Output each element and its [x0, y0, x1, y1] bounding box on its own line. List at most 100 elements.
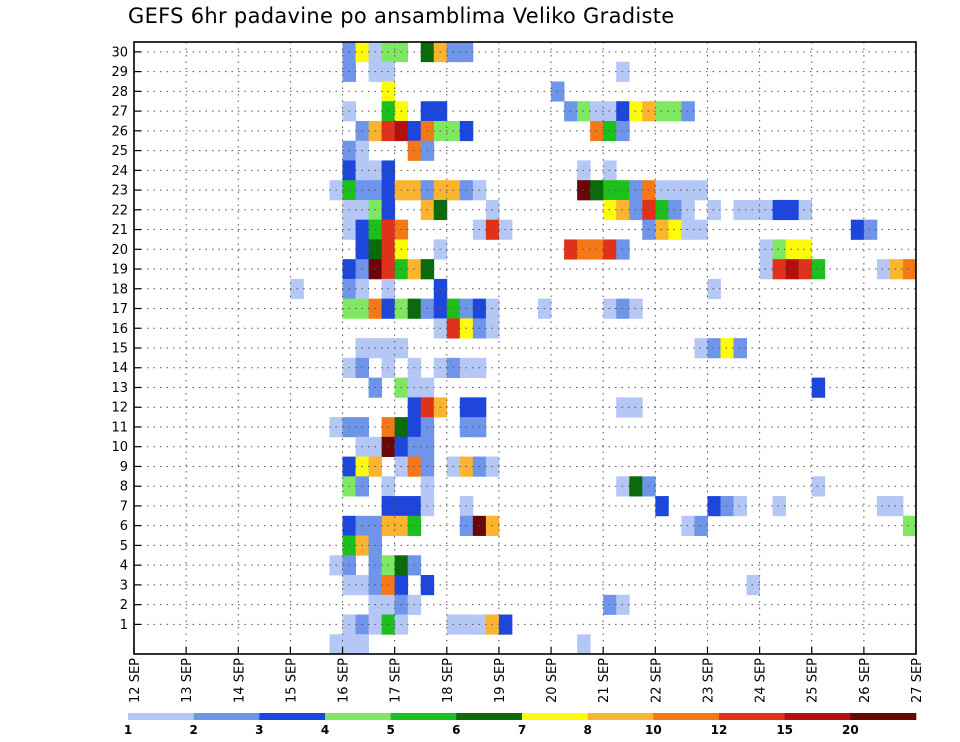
x-axis: 12 SEP 13 SEP 14 SEP 15 SEP 16 SEP 17 SEP 18 S… [128, 647, 925, 703]
x-tick-label: 25 SEP [806, 658, 821, 703]
y-tick-label: 22 [111, 203, 128, 218]
chart-title: GEFS 6hr padavine po ansamblima Veliko G… [128, 4, 675, 28]
y-tick-label: 18 [111, 282, 128, 297]
heatmap-cell [681, 219, 695, 240]
legend-label: 4 [321, 723, 329, 737]
heatmap-cell [772, 199, 787, 221]
legend-swatch [325, 713, 391, 720]
y-tick-label: 12 [111, 401, 128, 416]
legend-swatch [784, 713, 851, 720]
heatmap-cell [772, 496, 787, 517]
x-tick-label: 19 SEP [493, 658, 508, 703]
legend-label: 8 [583, 723, 591, 737]
heatmap-cell [668, 219, 682, 240]
heatmap-cell [785, 259, 800, 280]
heatmap-cell [642, 101, 656, 122]
heatmap-cell [798, 199, 813, 221]
y-tick-label: 17 [111, 302, 128, 317]
legend-label: 10 [645, 723, 662, 737]
heatmap-cell [694, 515, 708, 536]
y-tick-label: 13 [111, 381, 128, 396]
x-tick-label: 13 SEP [180, 658, 195, 703]
heatmap-cell [889, 496, 904, 517]
legend-swatch [719, 713, 785, 720]
y-tick-label: 30 [111, 45, 128, 60]
heatmap-cell [681, 101, 695, 122]
legend-label: 1 [124, 723, 132, 737]
x-tick-label: 23 SEP [701, 658, 716, 703]
y-tick-label: 24 [111, 164, 128, 179]
heatmap-cell [329, 634, 343, 655]
heatmap-cell [720, 496, 734, 517]
heatmap-cell [655, 199, 669, 221]
y-tick-label: 3 [120, 578, 128, 593]
y-tick-label: 26 [111, 124, 128, 139]
heatmap-cell [342, 634, 356, 655]
y-tick-label: 16 [111, 322, 128, 337]
legend-label: 5 [386, 723, 394, 737]
legend-swatch [390, 713, 457, 720]
x-tick-label: 12 SEP [128, 658, 143, 703]
x-tick-label: 20 SEP [545, 658, 560, 703]
y-tick-label: 10 [111, 440, 128, 455]
y-tick-label: 29 [111, 65, 128, 80]
heatmap-cell [902, 259, 917, 280]
x-tick-label: 21 SEP [597, 658, 612, 703]
y-tick-label: 19 [111, 263, 128, 278]
legend-swatch [193, 713, 260, 720]
x-tick-label: 26 SEP [858, 658, 873, 703]
x-tick-label: 14 SEP [232, 658, 247, 703]
y-tick-label: 8 [120, 480, 128, 495]
heatmap-cell [811, 259, 826, 280]
heatmap-cell [707, 338, 721, 359]
heatmap-cell [720, 338, 734, 359]
heatmap-cell [642, 180, 656, 201]
heatmap-cell [681, 515, 695, 536]
legend-label: 7 [518, 723, 526, 737]
heatmap-cell [733, 338, 747, 359]
y-tick-label: 11 [111, 420, 128, 435]
heatmap-cell [668, 180, 682, 201]
color-legend: 1 2 3 4 5 6 7 8 10 12 15 20 [124, 713, 917, 737]
y-tick-label: 25 [111, 144, 128, 159]
heatmap-cell [746, 575, 760, 596]
heatmap-cell [785, 239, 800, 260]
heatmap-cell [694, 338, 708, 359]
y-tick-label: 6 [120, 519, 128, 534]
heatmap-cell [772, 259, 787, 280]
dotted-grid [134, 42, 916, 654]
heatmap-cell [863, 219, 878, 240]
heatmap-cell [902, 515, 917, 536]
heatmap-cell [642, 219, 656, 240]
heatmap-cell [759, 239, 774, 260]
y-tick-label: 21 [111, 223, 128, 238]
heatmap-cell [681, 199, 695, 221]
x-tick-label: 17 SEP [389, 658, 404, 703]
heatmap-cell [707, 199, 721, 221]
legend-swatch [456, 713, 523, 720]
heatmap-cell [577, 634, 591, 655]
heatmap-cell [811, 377, 826, 398]
y-tick-label: 27 [111, 105, 128, 120]
legend-label: 6 [452, 723, 460, 737]
legend-swatch [522, 713, 588, 720]
heatmap-cell [746, 199, 760, 221]
heatmap-cell [642, 476, 656, 497]
y-tick-label: 5 [120, 539, 128, 554]
y-tick-label: 15 [111, 342, 128, 357]
heatmap-cell [876, 496, 891, 517]
legend-label: 20 [842, 723, 859, 737]
y-tick-label: 1 [120, 618, 128, 633]
heatmap-cell [876, 259, 891, 280]
heatmap-cell [707, 496, 721, 517]
legend-swatch [587, 713, 654, 720]
heatmap-cell [655, 219, 669, 240]
heatmap-cell [733, 199, 747, 221]
y-tick-label: 4 [120, 559, 128, 574]
heatmap-cell [655, 180, 669, 201]
x-tick-label: 24 SEP [754, 658, 769, 703]
heatmap-cell [655, 101, 669, 122]
y-tick-label: 28 [111, 85, 128, 100]
x-tick-label: 16 SEP [337, 658, 352, 703]
